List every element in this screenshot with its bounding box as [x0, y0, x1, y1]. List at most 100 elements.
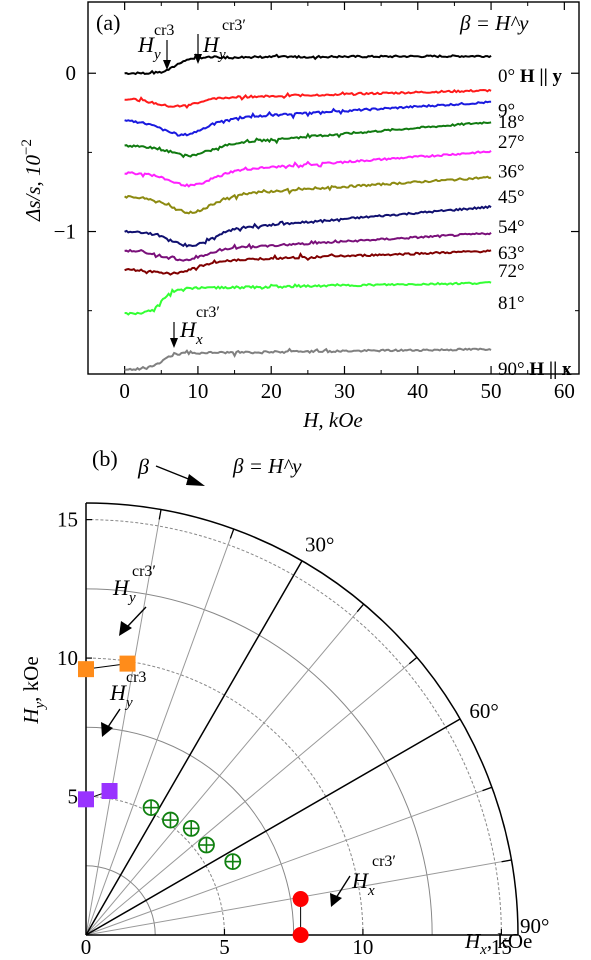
polar-spoke	[85, 656, 418, 936]
y-tick-label: −1	[54, 220, 76, 244]
svg-text:y: y	[152, 47, 161, 63]
series-line-27deg	[124, 121, 492, 159]
series-label-54deg: 54°	[498, 217, 525, 238]
polar-angle-tick	[408, 656, 418, 665]
beta-arrow: β	[137, 454, 205, 486]
polar-y-tick-label: 10	[57, 646, 78, 670]
polar-x-tick-label: 0	[81, 935, 92, 955]
panel-b-ylabel: Hy, kOe	[19, 656, 48, 724]
svg-text:H: H	[351, 868, 369, 893]
svg-text:H: H	[202, 32, 220, 57]
x-tick-label: 30	[334, 379, 355, 403]
polar-ring	[85, 519, 502, 936]
polar-outer-arc	[85, 502, 519, 936]
panel-a-xlabel: H, kOe	[302, 408, 362, 432]
polar-angle-tick	[158, 509, 162, 520]
panel-a: 0 10 20 30 40 50 60 0 −1 0° H || y 9°18°27° 36° 45°…	[19, 1, 580, 432]
crosshair-marker	[224, 853, 242, 871]
annotation-b-hy-cr3-prime: H y cr3′	[112, 563, 156, 636]
polar-x-tick-label: 5	[219, 935, 230, 955]
crosshair-marker	[182, 819, 200, 837]
series-line-90deg	[124, 347, 492, 372]
panel-b-beta-definition: β = H^y	[232, 454, 302, 478]
svg-text:y: y	[124, 695, 133, 711]
crosshair-marker	[162, 811, 179, 829]
polar-angle-tick	[229, 528, 235, 539]
angle-label-90: 90°	[520, 914, 549, 938]
panel-a-curve-labels: 0° H || y 9°18°27° 36° 45° 54° 63°72° 81° 90° H…	[498, 66, 572, 380]
series-label-72deg: 72°	[498, 261, 525, 282]
annotation-b-hx-cr3-prime: H x cr3′	[330, 853, 396, 907]
series-label-45deg: 45°	[498, 187, 525, 208]
series-line-9deg	[124, 88, 492, 110]
angle-label-60: 60°	[469, 699, 498, 723]
x-tick-label: 10	[187, 379, 208, 403]
series-label-36deg: 36°	[498, 162, 525, 183]
svg-text:x: x	[367, 883, 375, 899]
polar-y-tick-label: 5	[68, 785, 79, 809]
series-line-18deg	[124, 100, 492, 137]
polar-angle-tick	[356, 603, 365, 613]
polar-x-tick-label: 10	[352, 935, 373, 955]
panel-b-xlabel: Hx, kOe	[464, 929, 532, 955]
crosshair-marker	[198, 836, 215, 854]
series-line-54deg	[124, 204, 492, 248]
x-tick-label: 60	[554, 379, 575, 403]
series-line-63deg	[124, 231, 492, 262]
svg-text:H: H	[112, 575, 130, 600]
svg-text:cr3′: cr3′	[372, 853, 396, 870]
svg-text:H: H	[179, 317, 197, 342]
x-tick-label: 40	[407, 379, 428, 403]
series-line-36deg	[124, 150, 492, 188]
svg-text:cr3: cr3	[154, 22, 174, 39]
annotation-hx-cr3-prime: H x cr3′	[170, 304, 220, 348]
svg-text:cr3′: cr3′	[196, 304, 220, 321]
polar-spoke	[85, 528, 235, 936]
svg-text:H: H	[109, 680, 127, 705]
panel-b: 0 5 5 10 10 15 15 (b) β = H^y β 30° 60° 90° Hy…	[19, 446, 549, 959]
series-label-18deg: 18°	[498, 112, 525, 133]
square-marker	[101, 783, 118, 799]
polar-angle-tick	[501, 859, 512, 863]
circle-marker	[292, 927, 309, 943]
series-line-0deg	[124, 53, 492, 76]
panel-b-label: (b)	[92, 446, 118, 471]
polar-ring	[85, 657, 364, 936]
crosshair-marker	[142, 799, 160, 817]
series-line-81deg	[124, 280, 492, 316]
polar-spoke	[85, 786, 493, 936]
polar-major-spoke	[85, 560, 303, 936]
polar-ring	[85, 726, 295, 936]
annotation-b-hy-cr3: H y cr3	[101, 669, 146, 737]
svg-text:cr3′: cr3′	[132, 563, 156, 580]
square-marker	[119, 655, 136, 672]
panel-a-frame	[87, 1, 580, 375]
svg-text:cr3: cr3	[126, 669, 146, 686]
panel-a-label: (a)	[96, 10, 120, 35]
square-marker	[78, 791, 94, 808]
polar-y-tick-label: 15	[57, 508, 78, 532]
polar-angle-tick	[482, 786, 493, 792]
annotation-hy-cr3: H y cr3	[137, 22, 174, 70]
panel-a-curves	[124, 53, 492, 372]
panel-b-polar-grid	[85, 509, 512, 936]
polar-ring	[85, 588, 433, 936]
series-label-81deg: 81°	[498, 293, 525, 314]
panel-a-ylabel: Δs/s, 10−2	[19, 139, 45, 222]
panel-b-points	[78, 655, 309, 943]
series-label-90deg: 90° H || x	[498, 359, 572, 380]
polar-ring	[85, 865, 156, 936]
x-tick-label: 20	[261, 379, 282, 403]
panel-a-beta-definition: β = H^y	[459, 11, 529, 35]
series-label-9deg: 9°	[498, 100, 515, 121]
polar-x-tick-label: 15	[491, 935, 512, 955]
series-label-63deg: 63°	[498, 243, 525, 264]
y-tick-label: 0	[66, 61, 77, 85]
polar-spoke	[85, 509, 162, 936]
polar-spoke	[85, 603, 365, 936]
svg-text:H: H	[137, 32, 155, 57]
series-line-72deg	[124, 249, 492, 276]
polar-ring	[85, 796, 225, 936]
svg-text:y: y	[127, 590, 136, 606]
